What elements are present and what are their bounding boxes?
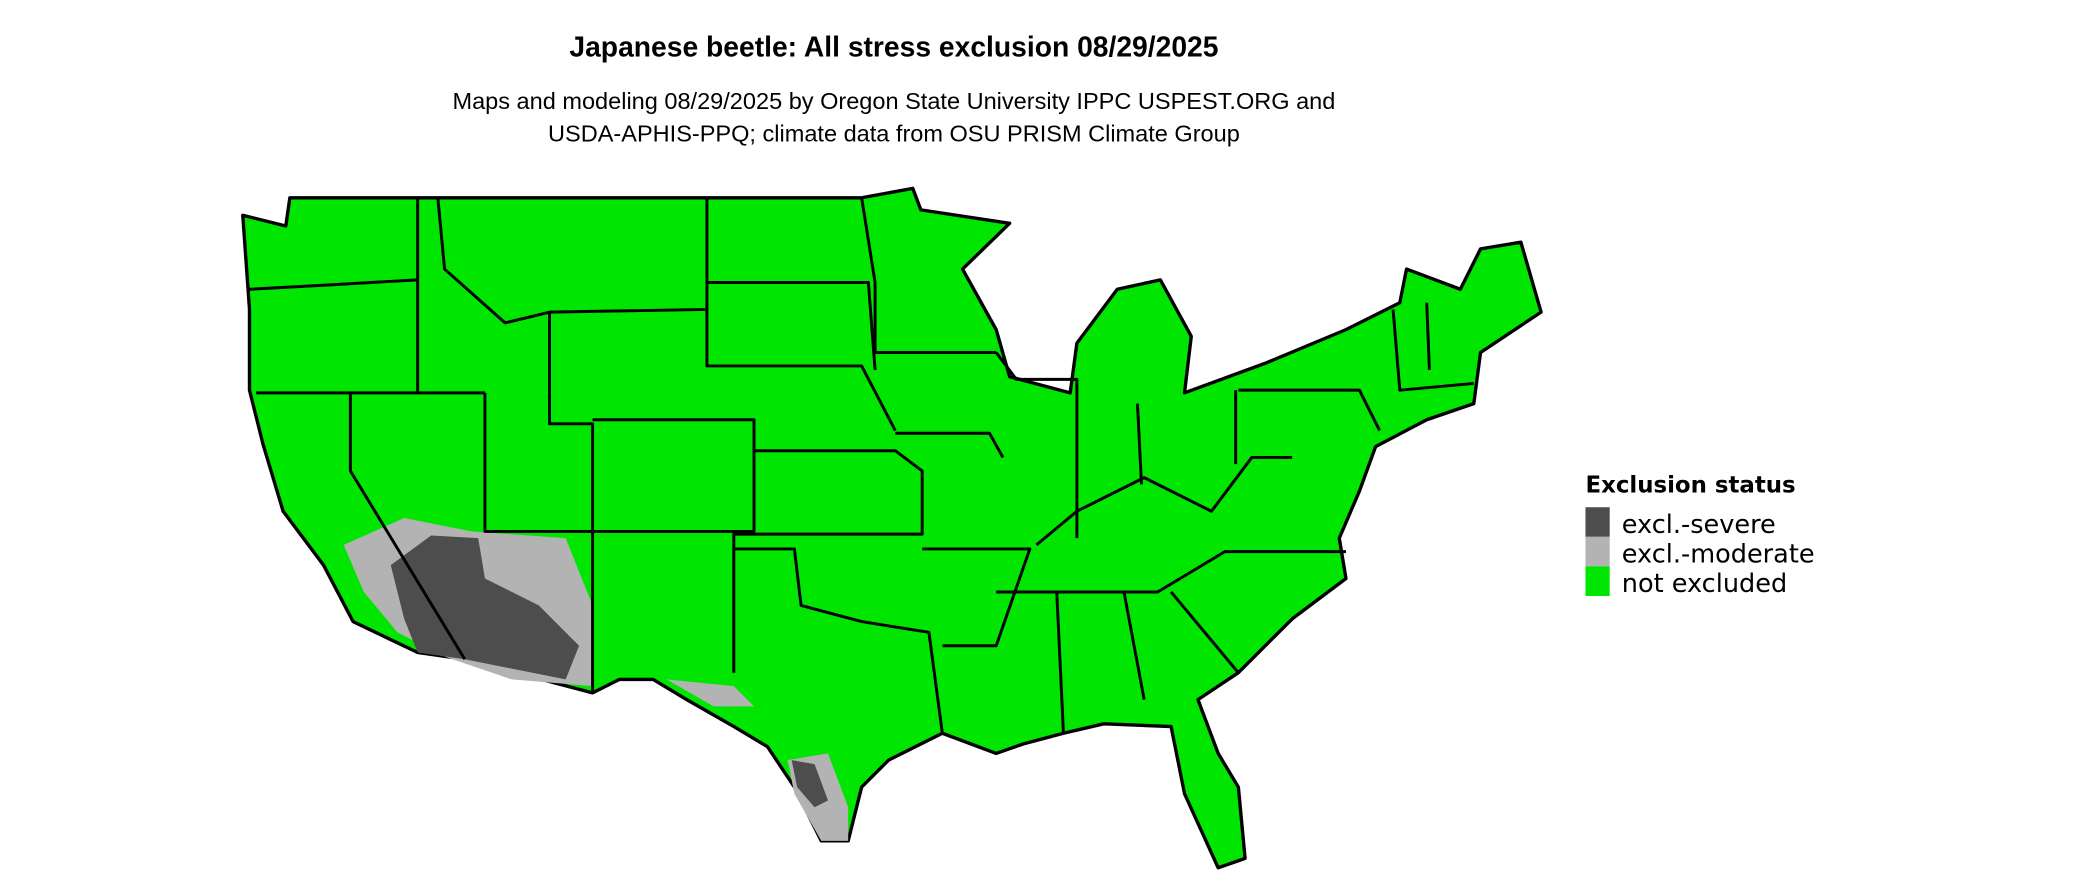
legend-label: excl.-severe: [1622, 510, 1776, 540]
map-subtitle-line-1: Maps and modeling 08/29/2025 by Oregon S…: [452, 88, 1335, 114]
legend-label: not excluded: [1622, 569, 1787, 599]
legend-swatch-excl-moderate: [1585, 536, 1610, 567]
excl-moderate-texas: [666, 679, 849, 841]
excl-severe-texas: [791, 760, 829, 808]
map-title: Japanese beetle: All stress exclusion 08…: [569, 31, 1218, 63]
state-borders: [249, 197, 1474, 734]
map-subtitle-line-2: USDA-APHIS-PPQ; climate data from OSU PR…: [548, 120, 1240, 146]
legend-swatch-excl-severe: [1585, 507, 1610, 537]
legend-item-excl-moderate: excl.-moderate: [1585, 536, 1815, 569]
legend-item-excl-severe: excl.-severe: [1585, 507, 1776, 540]
excl-severe-southwest: [390, 535, 580, 680]
legend-item-not-excluded: not excluded: [1585, 566, 1787, 599]
legend-label: excl.-moderate: [1622, 539, 1815, 569]
legend-swatch-not-excluded: [1585, 566, 1610, 597]
legend-title: Exclusion status: [1585, 472, 1795, 498]
legend: Exclusion status excl.-severe excl.-mode…: [1585, 472, 1814, 599]
us-map: [241, 186, 1543, 870]
